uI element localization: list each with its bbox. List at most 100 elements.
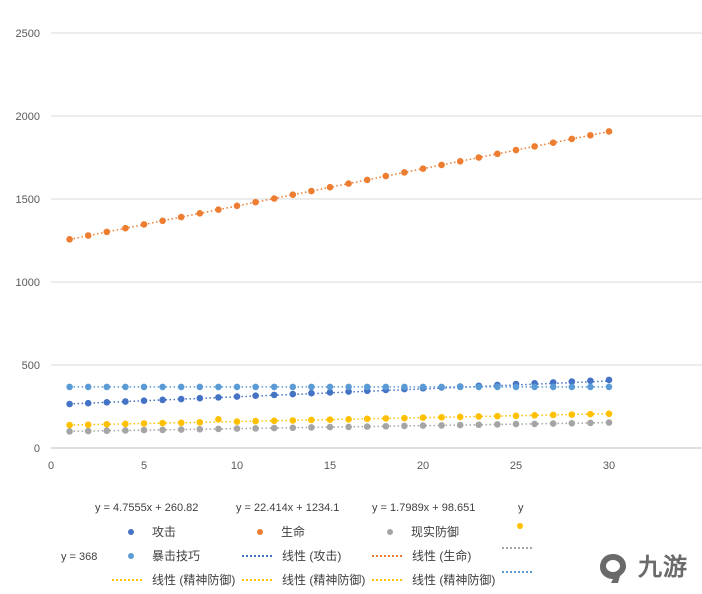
data-point: [531, 143, 538, 150]
data-point: [363, 423, 371, 430]
data-point: [270, 424, 278, 432]
x-tick-label: 5: [141, 460, 147, 472]
data-point: [494, 421, 501, 428]
data-point: [270, 383, 278, 391]
gridlines: [51, 32, 702, 366]
y-tick-label: 2000: [16, 111, 40, 123]
data-point: [252, 417, 259, 425]
data-point: [159, 217, 166, 225]
data-point: [177, 213, 185, 221]
y-tick-label: 1500: [16, 194, 40, 206]
x-tick-label: 20: [417, 460, 429, 472]
data-point: [140, 420, 148, 427]
x-tick-label: 15: [324, 460, 336, 472]
data-point: [289, 383, 297, 391]
data-point: [103, 228, 111, 236]
data-point: [419, 383, 427, 391]
data-point: [587, 419, 594, 427]
data-point: [382, 383, 390, 391]
data-point: [308, 383, 315, 391]
data-point: [605, 383, 613, 391]
data-point: [289, 390, 297, 398]
data-point: [326, 416, 334, 423]
data-point: [159, 383, 166, 391]
data-point: [196, 394, 204, 402]
data-point: [252, 425, 259, 432]
data-point: [605, 128, 613, 135]
data-point: [159, 396, 166, 404]
data-point: [66, 421, 73, 429]
series-1: [66, 128, 613, 243]
axes: 0 500 1000 1500 2000 2500 0 5 10 15 20 25 30: [16, 28, 702, 472]
data-point: [196, 209, 204, 217]
data-point: [549, 411, 557, 419]
trendline-1: [69, 130, 610, 241]
data-point: [401, 422, 408, 430]
x-tick-label: 25: [510, 460, 522, 472]
data-point: [363, 176, 371, 184]
data-point: [568, 383, 576, 391]
data-point: [568, 411, 576, 418]
series-4: [66, 383, 613, 391]
data-point: [177, 383, 185, 391]
y-tick-label: 500: [22, 360, 40, 372]
data-point: [84, 427, 92, 435]
data-point: [438, 161, 445, 169]
data-point: [401, 383, 408, 391]
data-point: [66, 236, 73, 243]
y-tick-label: 0: [34, 443, 40, 455]
data-point: [549, 420, 557, 427]
data-point: [475, 413, 483, 420]
data-point: [252, 198, 259, 206]
data-point: [587, 383, 594, 391]
data-point: [512, 412, 520, 420]
data-point: [103, 420, 111, 428]
data-point: [363, 415, 371, 423]
data-point: [84, 421, 92, 429]
data-point: [308, 424, 315, 431]
x-tick-label: 10: [231, 460, 243, 472]
data-point: [66, 383, 73, 391]
x-tick-label: 0: [48, 460, 54, 472]
data-point: [419, 414, 427, 421]
data-point: [159, 419, 166, 427]
data-point: [363, 383, 371, 391]
data-point: [494, 150, 501, 158]
data-point: [456, 413, 464, 421]
data-point: [531, 420, 538, 428]
data-point: [587, 377, 594, 385]
data-point: [270, 417, 278, 425]
data-point: [84, 383, 92, 391]
data-point: [382, 422, 390, 430]
data-point: [308, 187, 315, 195]
data-point: [270, 195, 278, 202]
data-point: [456, 383, 464, 391]
data-point: [345, 415, 352, 423]
data-point: [568, 378, 576, 385]
data-point: [438, 413, 445, 421]
data-point: [122, 427, 129, 434]
trendlines: [69, 130, 610, 433]
data-point: [252, 392, 259, 400]
data-point: [103, 399, 111, 406]
data-point: [475, 154, 483, 161]
data-point: [289, 424, 297, 432]
data-point: [233, 425, 241, 432]
data-point: [326, 383, 334, 391]
data-point: [568, 135, 576, 143]
data-point: [531, 383, 538, 391]
data-point: [587, 131, 594, 139]
data-point: [345, 383, 352, 391]
data-point: [66, 428, 73, 435]
data-point: [438, 383, 445, 391]
series-3: [66, 410, 613, 429]
data-point: [289, 417, 297, 424]
data-point: [215, 394, 222, 401]
data-point: [122, 383, 129, 391]
data-point: [215, 415, 222, 423]
data-point: [512, 420, 520, 428]
data-point: [233, 393, 241, 400]
y-tick-label: 2500: [16, 28, 40, 40]
data-point: [159, 426, 166, 434]
data-point: [103, 383, 111, 391]
